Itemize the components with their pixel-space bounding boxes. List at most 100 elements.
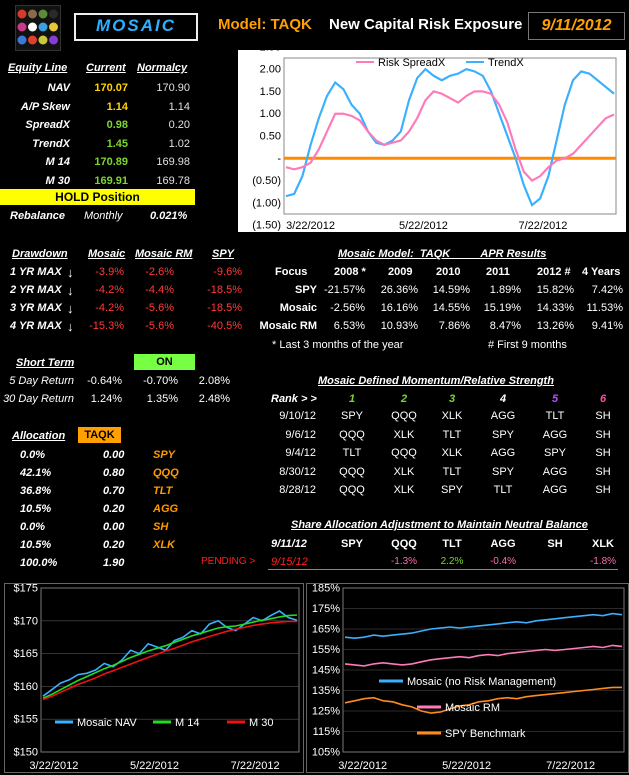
y-tick-label: - <box>277 153 281 165</box>
legend-label: M 14 <box>175 717 199 729</box>
equity-header-normalcy: Normalcy <box>137 62 188 74</box>
equity-row-normalcy: 0.20 <box>168 119 190 131</box>
apr-row-value: 15.19% <box>483 302 521 314</box>
apr-row-value: 7.86% <box>438 320 470 332</box>
momentum-rank-number: 2 <box>400 393 408 405</box>
trend-chart-panel: 2.50 2.00 1.50 1.00 0.50 - (0.50) (1.00) (1.50) 3… <box>238 41 626 232</box>
equity-row-label: A/P Skew <box>20 100 70 113</box>
momentum-row-symbol: AGG <box>542 484 568 496</box>
legend-label: SPY Benchmark <box>445 728 526 740</box>
drawdown-header-rm: Mosaic RM <box>135 248 193 260</box>
y-tick-label: 175% <box>312 603 340 615</box>
apr-row-label: Mosaic <box>279 302 317 314</box>
drawdown-row-label: 2 YR MAX <box>10 284 62 296</box>
short-term-row-value: 1.35% <box>146 393 178 405</box>
allocation-label: Allocation <box>12 430 66 442</box>
momentum-row-symbol: TLT <box>545 410 565 422</box>
momentum-row-symbol: TLT <box>442 428 462 441</box>
apr-header-cell: 2012 # <box>537 266 571 278</box>
down-arrow-icon: ↓ <box>67 301 74 316</box>
drawdown-row-mosaic: -4.2% <box>95 284 124 296</box>
apr-row-value: -21.57% <box>324 284 365 296</box>
legend-label: Risk SpreadX <box>378 57 446 69</box>
apr-row-value: 14.33% <box>536 302 574 314</box>
legend-label: Mosaic RM <box>445 702 500 714</box>
apr-row-value: 8.47% <box>489 320 521 332</box>
series-line-risk-spreadx <box>285 90 615 182</box>
share-adjustment-value: -0.4% <box>489 556 517 567</box>
x-tick-label: 5/22/2012 <box>442 760 491 772</box>
momentum-row-symbol: XLK <box>393 428 415 441</box>
share-adjustment-value: -1.8% <box>589 556 617 567</box>
momentum-row-symbol: TLT <box>442 465 462 478</box>
momentum-row-symbol: SPY <box>491 428 514 441</box>
momentum-row-symbol: SPY <box>543 447 566 459</box>
momentum-row-symbol: QQQ <box>339 428 365 441</box>
share-header-symbol: SPY <box>340 538 363 550</box>
allocation-row-symbol: XLK <box>153 539 175 551</box>
momentum-row-symbol: AGG <box>542 428 568 441</box>
report-date: 9/11/2012 <box>528 12 625 40</box>
apr-row-value: 14.55% <box>432 302 470 314</box>
y-tick-label: 2.50 <box>260 50 281 53</box>
y-tick-label: 1.00 <box>260 108 281 120</box>
y-tick-label: $170 <box>14 615 38 627</box>
y-tick-label: 185% <box>312 584 340 595</box>
equity-row-current: 0.98 <box>106 119 128 131</box>
apr-row-value: 10.93% <box>380 320 418 332</box>
allocation-row-symbol: QQQ <box>153 467 179 479</box>
equity-header-current: Current <box>86 62 126 74</box>
short-term-row-value: -0.64% <box>87 375 122 387</box>
rebalance-percent: 0.021% <box>150 210 188 222</box>
down-arrow-icon: ↓ <box>67 283 74 298</box>
y-tick-label: 135% <box>312 685 340 697</box>
hold-position-badge: HOLD Position <box>0 189 195 205</box>
momentum-row-symbol: QQQ <box>391 410 417 422</box>
apr-row-value: -2.56% <box>330 302 365 314</box>
momentum-row-symbol: SH <box>595 465 611 478</box>
series-line-mosaic-nav <box>42 610 298 697</box>
allocation-row-percent: 10.5% <box>20 539 52 551</box>
momentum-row-symbol: QQQ <box>339 465 365 478</box>
down-arrow-icon: ↓ <box>67 319 74 334</box>
allocation-row-symbol: SH <box>153 521 169 533</box>
share-header-symbol: XLK <box>592 538 614 550</box>
allocation-row-amount: 0.20 <box>103 539 125 551</box>
legend-label: Mosaic (no Risk Management) <box>407 676 556 688</box>
allocation-row-amount: 0.00 <box>103 521 125 533</box>
short-term-status-badge: ON <box>134 354 195 370</box>
momentum-row-symbol: AGG <box>490 410 516 422</box>
allocation-row-amount: 0.00 <box>103 449 125 461</box>
trend-chart: 2.50 2.00 1.50 1.00 0.50 - (0.50) (1.00) (1.50) 3… <box>252 41 617 232</box>
apr-row-value: 13.26% <box>536 320 574 332</box>
drawdown-row-spy: -40.5% <box>207 320 242 332</box>
drawdown-header-spy: SPY <box>212 248 235 260</box>
logo-dot <box>38 9 48 19</box>
drawdown-row-spy: -18.5% <box>207 302 242 314</box>
equity-row-label: TrendX <box>32 137 70 150</box>
pending-label: PENDING > <box>201 556 256 567</box>
allocation-row-percent: 42.1% <box>20 467 52 479</box>
equity-header-label: Equity Line <box>8 62 68 74</box>
equity-row-label: M 14 <box>45 156 70 168</box>
share-header-symbol: AGG <box>490 538 516 550</box>
legend-label: TrendX <box>488 57 524 69</box>
logo-dot <box>17 35 27 45</box>
momentum-rank-number: 6 <box>599 393 607 405</box>
equity-row-current: 170.07 <box>94 82 128 94</box>
series-line-m-30 <box>42 620 298 701</box>
x-tick-label: 7/22/2012 <box>546 760 595 772</box>
y-tick-label: 0.50 <box>260 131 281 143</box>
y-tick-label: $165 <box>14 648 38 660</box>
drawdown-header-mosaic: Mosaic <box>88 248 126 260</box>
allocation-model-badge: TAQK <box>78 427 121 443</box>
momentum-row-date: 9/10/12 <box>279 410 316 422</box>
allocation-row-percent: 36.8% <box>20 485 52 497</box>
x-tick-label: 7/22/2012 <box>518 220 567 232</box>
x-tick-label: 3/22/2012 <box>29 760 78 772</box>
momentum-rank-number: 3 <box>448 393 456 405</box>
y-tick-label: 2.00 <box>260 64 281 76</box>
drawdown-row-label: 4 YR MAX <box>10 320 62 332</box>
momentum-row-date: 9/4/12 <box>285 447 316 459</box>
short-term-row-value: -0.70% <box>143 375 178 387</box>
